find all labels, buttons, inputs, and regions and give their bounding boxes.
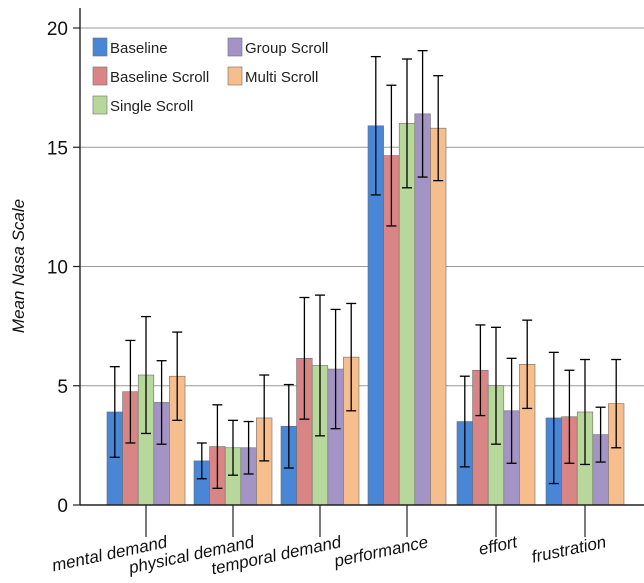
category-label: frustration	[530, 532, 608, 566]
legend-label: Baseline	[110, 40, 168, 57]
legend-label: Group Scroll	[245, 40, 328, 57]
legend-swatch	[92, 66, 108, 86]
error-bars	[109, 50, 622, 489]
legend-label: Single Scroll	[110, 98, 193, 115]
legend-item: Baseline	[92, 37, 168, 57]
legend: Baseline Baseline Scroll Single Scroll Grou…	[92, 37, 328, 115]
legend-item: Multi Scroll	[227, 66, 318, 86]
category-label: performance	[332, 532, 430, 571]
y-tick-label: 5	[57, 377, 68, 398]
legend-swatch	[227, 66, 243, 86]
category-label: effort	[477, 532, 520, 559]
legend-item: Single Scroll	[92, 95, 193, 115]
y-tick-label: 0	[57, 496, 68, 517]
legend-label: Multi Scroll	[245, 69, 318, 86]
bar	[430, 127, 447, 506]
legend-swatch	[92, 95, 108, 115]
grid-lines	[80, 27, 644, 387]
legend-item: Baseline Scroll	[92, 66, 209, 86]
axes	[73, 8, 644, 537]
y-tick-label: 15	[47, 138, 68, 159]
y-tick-labels: 0 5 10 15 20	[47, 19, 68, 517]
legend-label: Baseline Scroll	[110, 69, 209, 86]
y-tick-label: 20	[47, 19, 68, 40]
legend-item: Group Scroll	[227, 37, 328, 57]
legend-swatch	[227, 37, 243, 57]
legend-swatch	[92, 37, 108, 57]
y-tick-label: 10	[47, 258, 68, 279]
y-axis-label: Mean Nasa Scale	[9, 199, 28, 333]
bars	[106, 113, 625, 506]
